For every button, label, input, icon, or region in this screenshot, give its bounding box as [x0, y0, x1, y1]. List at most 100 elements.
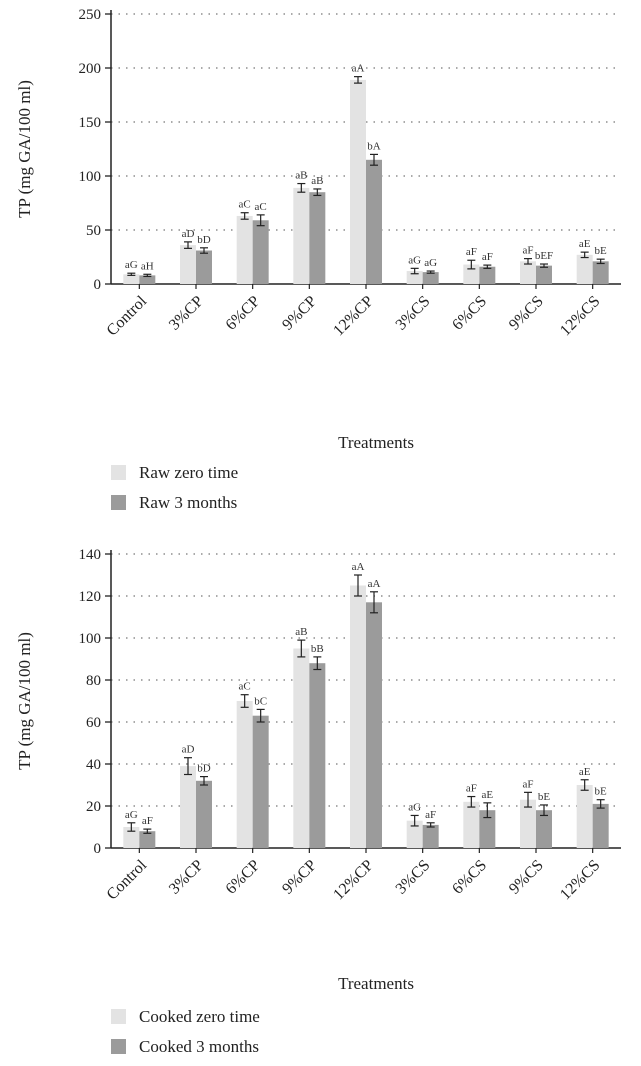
y-tick-label: 20 [86, 799, 101, 815]
y-axis-title: TP (mg GA/100 ml) [15, 632, 34, 770]
bar [252, 220, 269, 284]
bar [592, 261, 609, 284]
bar [180, 245, 196, 284]
bar [236, 701, 253, 848]
significance-label: aA [352, 561, 365, 573]
significance-label: aG [408, 254, 421, 266]
bar [309, 663, 326, 848]
bar [139, 831, 156, 848]
bar [463, 801, 480, 848]
bar [236, 215, 253, 284]
legend-label: Cooked 3 months [139, 1037, 259, 1056]
y-tick-label: 150 [79, 115, 102, 131]
significance-label: aD [182, 228, 195, 240]
bar [536, 265, 552, 284]
x-tick-label: Control [104, 292, 151, 339]
bar [366, 159, 382, 284]
chart-1: 0 50 100 150 200 250 TP (mg GA/100 ml) aG aH Cont… [15, 7, 621, 512]
y-tick-label: 0 [94, 277, 102, 293]
significance-label: aB [295, 626, 307, 638]
x-tick-label: 12%CP [330, 293, 377, 340]
x-axis-title: Treatments [338, 433, 414, 452]
significance-label: bE [595, 245, 608, 257]
y-tick-label: 120 [79, 589, 102, 605]
bar [293, 648, 310, 848]
x-tick-label: 3%CS [393, 857, 434, 898]
significance-label: aE [579, 238, 591, 250]
bar [536, 810, 552, 848]
bar [180, 766, 196, 848]
bar [139, 275, 156, 284]
y-tick-label: 140 [79, 547, 102, 563]
y-axis-title: TP (mg GA/100 ml) [15, 80, 34, 218]
x-tick-label: 9%CS [506, 857, 547, 898]
x-tick-label: 6%CS [449, 857, 490, 898]
significance-label: aD [182, 744, 195, 756]
significance-label: aE [482, 789, 494, 801]
y-tick-label: 0 [94, 841, 102, 857]
significance-label: aC [239, 199, 251, 211]
bar [123, 827, 140, 848]
significance-label: bB [311, 643, 324, 655]
significance-label: aG [125, 809, 138, 821]
significance-label: aB [311, 175, 323, 187]
x-tick-label: 3%CS [393, 293, 434, 334]
bar [520, 799, 536, 848]
significance-label: aF [523, 778, 534, 790]
x-tick-label: 12%CS [557, 293, 604, 340]
y-tick-label: 100 [79, 169, 102, 185]
significance-label: aH [141, 260, 154, 272]
y-tick-label: 200 [79, 61, 102, 77]
significance-label: bC [254, 695, 267, 707]
significance-label: aF [425, 809, 436, 821]
y-tick-label: 60 [86, 715, 101, 731]
x-tick-label: 12%CS [557, 857, 604, 904]
legend-swatch [111, 465, 126, 480]
significance-label: aG [408, 801, 421, 813]
legend-swatch [111, 1009, 126, 1024]
significance-label: aB [295, 170, 307, 182]
bar [479, 810, 496, 848]
bar [252, 715, 269, 848]
x-tick-label: 6%CS [449, 293, 490, 334]
significance-label: aC [239, 681, 251, 693]
legend-label: Raw zero time [139, 463, 238, 482]
x-tick-label: 6%CP [223, 857, 264, 898]
x-tick-label: Control [104, 856, 151, 903]
significance-label: bEF [535, 250, 553, 262]
bar [309, 192, 326, 284]
y-tick-label: 80 [86, 673, 101, 689]
significance-label: aF [466, 246, 477, 258]
bar [479, 266, 496, 284]
x-axis-title: Treatments [338, 974, 414, 993]
x-tick-label: 12%CP [330, 857, 377, 904]
significance-label: aF [523, 245, 534, 257]
significance-label: bD [197, 763, 211, 775]
significance-label: aA [368, 578, 381, 590]
x-tick-label: 3%CP [166, 293, 207, 334]
bar [293, 187, 310, 284]
significance-label: aF [482, 251, 493, 263]
bar [422, 824, 439, 848]
bar [576, 785, 593, 848]
bar [520, 261, 536, 284]
significance-label: aF [142, 815, 153, 827]
bar [196, 780, 212, 848]
significance-label: bE [538, 791, 551, 803]
legend-swatch [111, 495, 126, 510]
significance-label: aE [579, 766, 591, 778]
bar [350, 585, 366, 848]
chart-2: 0 20 40 60 80 100 120 140 TP (mg GA/100 ml) aG aF C… [15, 547, 621, 1056]
significance-label: bE [595, 786, 608, 798]
y-tick-label: 250 [79, 7, 102, 23]
x-tick-label: 9%CS [506, 293, 547, 334]
significance-label: bD [197, 234, 211, 246]
x-tick-label: 9%CP [279, 857, 320, 898]
y-tick-label: 50 [86, 223, 101, 239]
significance-label: bA [367, 140, 381, 152]
bar [366, 602, 382, 848]
legend-label: Raw 3 months [139, 493, 237, 512]
significance-label: aG [424, 257, 437, 269]
bar [350, 79, 366, 284]
